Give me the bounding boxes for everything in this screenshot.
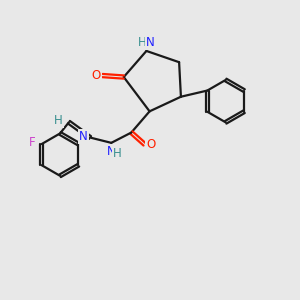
Text: O: O: [146, 138, 156, 151]
Text: O: O: [92, 69, 101, 82]
Text: H: H: [54, 114, 63, 127]
Text: N: N: [79, 130, 88, 142]
Text: F: F: [29, 136, 36, 149]
Text: H: H: [113, 147, 122, 160]
Text: N: N: [106, 145, 116, 158]
Text: N: N: [146, 36, 154, 49]
Text: H: H: [138, 36, 146, 49]
